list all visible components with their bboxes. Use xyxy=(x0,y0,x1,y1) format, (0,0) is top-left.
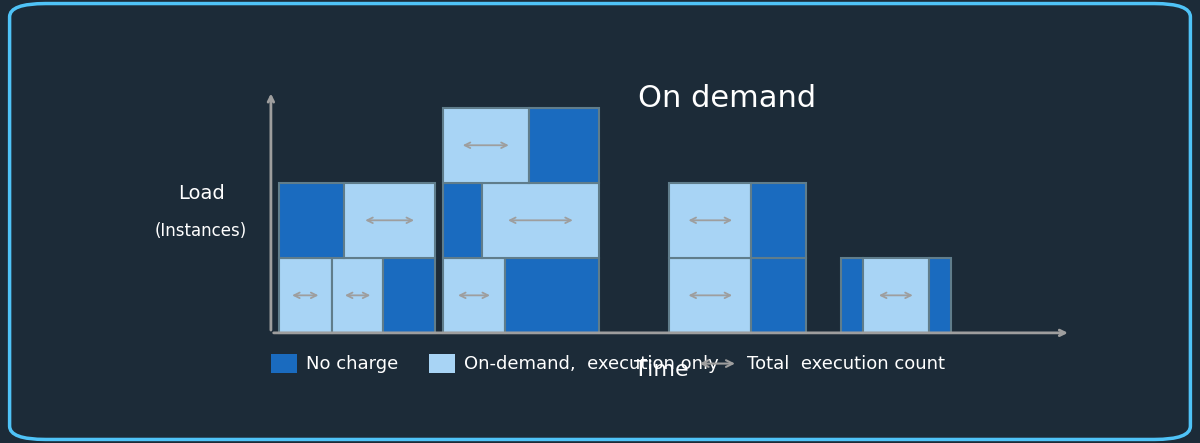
Bar xyxy=(929,258,950,333)
Bar xyxy=(443,258,505,333)
Bar xyxy=(863,258,929,333)
Bar xyxy=(482,183,599,258)
Bar xyxy=(278,258,332,333)
Bar xyxy=(344,183,434,258)
Bar xyxy=(670,258,751,333)
Text: Total  execution count: Total execution count xyxy=(748,354,946,373)
Bar xyxy=(505,258,599,333)
Bar xyxy=(841,258,863,333)
Text: No charge: No charge xyxy=(306,354,398,373)
Text: On demand: On demand xyxy=(637,84,816,113)
Bar xyxy=(443,183,482,258)
Bar xyxy=(670,183,751,258)
Text: On-demand,  execution only: On-demand, execution only xyxy=(464,354,719,373)
Text: Time: Time xyxy=(634,360,689,380)
Text: Load: Load xyxy=(178,184,224,203)
Bar xyxy=(278,183,344,258)
Bar xyxy=(271,354,296,373)
Text: (Instances): (Instances) xyxy=(155,222,247,240)
Bar xyxy=(751,258,806,333)
Bar xyxy=(443,108,529,183)
Bar xyxy=(383,258,434,333)
Bar xyxy=(751,183,806,258)
Bar xyxy=(332,258,383,333)
Bar xyxy=(529,108,599,183)
Bar xyxy=(430,354,455,373)
